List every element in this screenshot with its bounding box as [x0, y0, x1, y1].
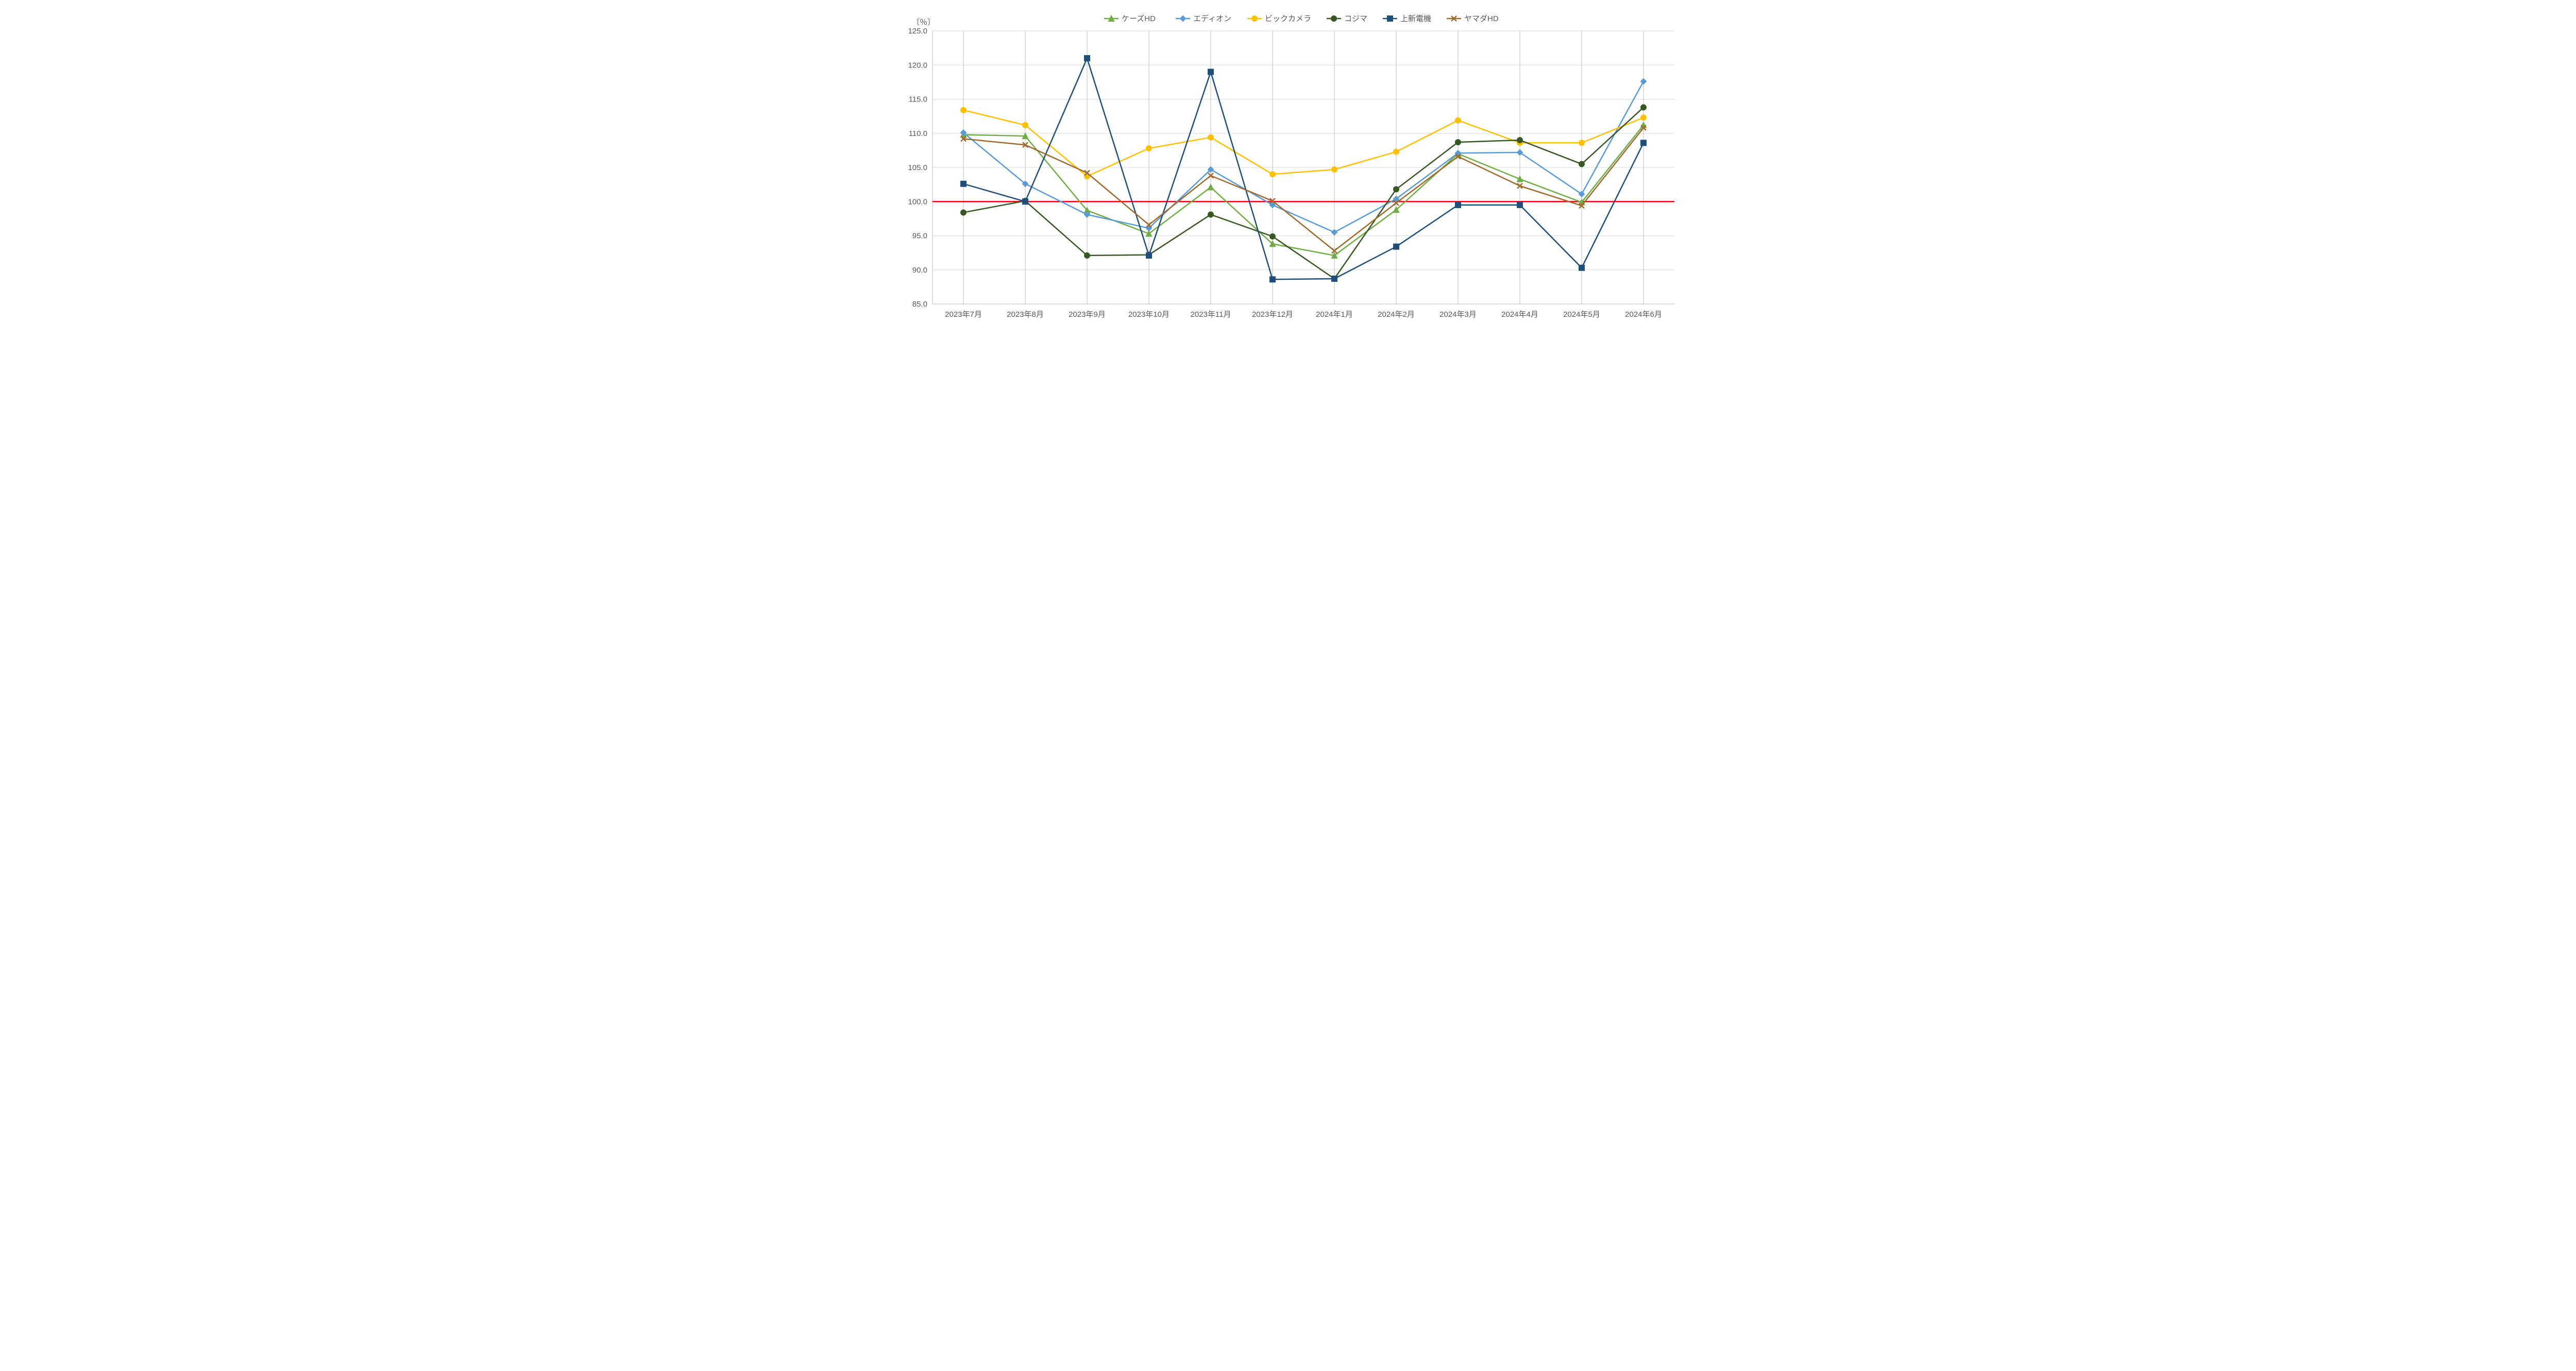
legend-label: ケーズHD — [1122, 14, 1156, 23]
legend-label: エディオン — [1193, 14, 1231, 23]
legend-item: ビックカメラ — [1247, 14, 1311, 23]
series-line — [963, 58, 1643, 279]
x-tick-label: 2024年2月 — [1378, 310, 1415, 319]
legend-item: ケーズHD — [1104, 14, 1156, 23]
y-axis-unit-label: 〔％〕 — [912, 18, 935, 27]
line-chart: 85.0 90.0 95.0 100.0 105.0 110.0 115.0 120.0 125… — [886, 10, 1690, 330]
legend-item: ヤマダHD — [1447, 14, 1499, 23]
x-tick-label: 2024年4月 — [1501, 310, 1538, 319]
x-tick-label: 2023年12月 — [1252, 310, 1293, 319]
y-tick-label: 110.0 — [909, 129, 927, 138]
legend-item: 上新電機 — [1383, 14, 1431, 23]
x-tick-label: 2024年6月 — [1625, 310, 1662, 319]
y-tick-label: 95.0 — [912, 232, 927, 241]
x-tick-label: 2024年1月 — [1316, 310, 1353, 319]
x-tick-label: 2023年10月 — [1128, 310, 1170, 319]
x-tick-label: 2023年8月 — [1007, 310, 1044, 319]
legend-item: コジマ — [1327, 14, 1367, 23]
y-tick-label: 120.0 — [908, 61, 927, 70]
x-tick-label: 2024年3月 — [1439, 310, 1477, 319]
y-tick-label: 85.0 — [912, 300, 927, 309]
y-tick-label: 90.0 — [912, 266, 927, 275]
x-tick-label: 2023年9月 — [1069, 310, 1106, 319]
legend-label: ビックカメラ — [1265, 14, 1311, 23]
legend-label: ヤマダHD — [1464, 14, 1499, 23]
legend-label: 上新電機 — [1400, 14, 1431, 23]
x-tick-label: 2023年7月 — [945, 310, 982, 319]
chart-container: 85.0 90.0 95.0 100.0 105.0 110.0 115.0 120.0 125… — [886, 10, 1690, 330]
y-tick-label: 100.0 — [908, 197, 927, 206]
x-tick-label: 2023年11月 — [1191, 310, 1231, 319]
legend: ケーズHD エディオン ビックカメラ コジマ 上新電機 ヤマダHD — [1104, 14, 1499, 23]
x-tick-label: 2024年5月 — [1563, 310, 1600, 319]
series-line — [963, 81, 1643, 232]
y-tick-label: 115.0 — [909, 95, 927, 104]
legend-item: エディオン — [1176, 14, 1231, 23]
legend-label: コジマ — [1344, 14, 1367, 23]
y-tick-label: 125.0 — [908, 27, 927, 36]
y-tick-label: 105.0 — [908, 163, 927, 172]
series-line — [963, 128, 1643, 251]
